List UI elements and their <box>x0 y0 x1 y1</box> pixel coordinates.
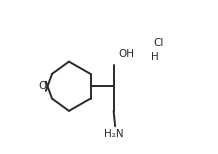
Text: Cl: Cl <box>153 38 164 48</box>
Text: O: O <box>38 81 46 91</box>
Text: H₂N: H₂N <box>104 129 124 139</box>
Text: OH: OH <box>118 49 134 59</box>
Text: H: H <box>151 52 159 62</box>
